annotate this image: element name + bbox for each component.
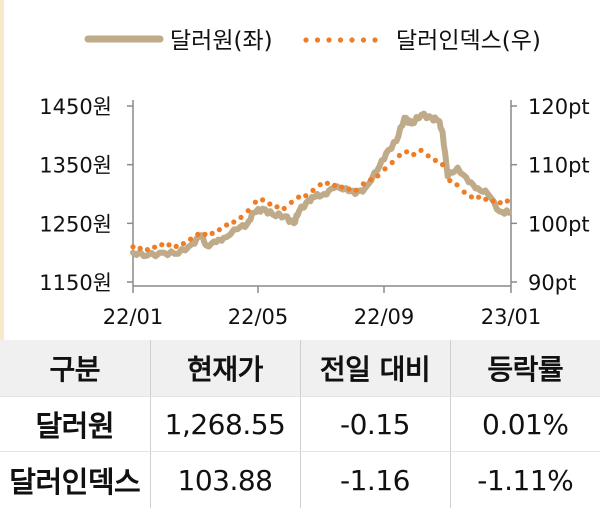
row-label: 달러원 <box>0 397 150 452</box>
legend-dot <box>338 37 343 42</box>
y-right-tick-label: 100pt <box>528 212 590 236</box>
dxy-dot <box>346 187 351 192</box>
dxy-dot <box>188 237 193 242</box>
dxy-dot <box>289 200 294 205</box>
y-left-tick-label: 1350원 <box>39 154 112 178</box>
dxy-dot <box>368 177 373 182</box>
dxy-dot <box>382 166 387 171</box>
dxy-dot <box>282 206 287 211</box>
y-left-ticks: 1450원 1350원 1250원 1150원 <box>39 95 133 295</box>
dxy-dot <box>260 197 265 202</box>
dxy-dot <box>145 247 150 252</box>
legend-dot <box>303 37 308 42</box>
header-category: 구분 <box>0 340 150 397</box>
dxy-dot <box>397 153 402 158</box>
dxy-dot <box>310 188 315 193</box>
dxy-dot <box>462 190 467 195</box>
legend-dot <box>326 37 331 42</box>
dxy-dot <box>354 188 359 193</box>
dxy-dot <box>217 227 222 232</box>
legend-dot <box>315 37 320 42</box>
y-left-tick-label: 1150원 <box>39 271 112 295</box>
y-left-tick-label: 1450원 <box>39 95 112 119</box>
series-dxy-dots <box>130 148 510 253</box>
dxy-dot <box>318 182 323 187</box>
legend-label-dxy: 달러인덱스(우) <box>396 28 541 54</box>
dxy-dot <box>152 245 157 250</box>
dxy-dot <box>339 185 344 190</box>
dxy-dot <box>138 246 143 251</box>
exchange-rate-chart: 달러원(좌) 달러인덱스(우) 1450원 1350원 1250원 1150원 120… <box>0 0 600 340</box>
dxy-dot <box>361 181 366 186</box>
dxy-dot <box>253 200 258 205</box>
dxy-dot <box>238 215 243 220</box>
y-right-ticks: 120pt 110pt 100pt 90pt <box>511 95 590 295</box>
dxy-dot <box>505 198 510 203</box>
dxy-dot <box>476 195 481 200</box>
x-ticks: 22/01 22/05 22/09 23/01 <box>103 286 542 329</box>
dxy-dot <box>246 208 251 213</box>
legend-dot <box>349 37 354 42</box>
dxy-dot <box>433 158 438 163</box>
table-row: 달러인덱스 103.88 -1.16 -1.11% <box>0 452 600 508</box>
legend-swatch-dxy <box>303 37 377 42</box>
y-right-tick-label: 90pt <box>528 271 576 295</box>
dxy-dot <box>174 244 179 249</box>
dxy-dot <box>181 241 186 246</box>
dxy-dot <box>490 199 495 204</box>
y-right-tick-label: 120pt <box>528 95 590 119</box>
dxy-dot <box>418 148 423 153</box>
header-change-rate: 등락률 <box>450 340 600 397</box>
dxy-dot <box>130 244 135 249</box>
dxy-dot <box>303 193 308 198</box>
x-tick-label: 22/05 <box>228 305 289 329</box>
dxy-dot <box>483 197 488 202</box>
current-price: 103.88 <box>150 452 300 508</box>
dxy-dot <box>411 152 416 157</box>
dxy-dot <box>404 149 409 154</box>
header-change: 전일 대비 <box>300 340 450 397</box>
legend-dot <box>361 37 366 42</box>
dxy-dot <box>267 201 272 206</box>
dxy-dot <box>426 153 431 158</box>
dxy-dot <box>325 181 330 186</box>
dxy-dot <box>440 162 445 167</box>
dxy-dot <box>447 178 452 183</box>
legend: 달러원(좌) 달러인덱스(우) <box>88 28 541 54</box>
dxy-dot <box>159 242 164 247</box>
y-right-tick-label: 110pt <box>528 154 590 178</box>
change-rate: -1.11% <box>450 452 600 508</box>
dxy-dot <box>454 182 459 187</box>
x-tick-label: 22/01 <box>103 305 164 329</box>
table-row: 달러원 1,268.55 -0.15 0.01% <box>0 397 600 452</box>
dxy-dot <box>498 200 503 205</box>
dxy-dot <box>224 222 229 227</box>
dxy-dot <box>195 232 200 237</box>
change: -1.16 <box>300 452 450 508</box>
dxy-dot <box>202 232 207 237</box>
change: -0.15 <box>300 397 450 452</box>
y-left-tick-label: 1250원 <box>39 212 112 236</box>
legend-label-usdkrw: 달러원(좌) <box>170 28 273 54</box>
x-tick-label: 23/01 <box>481 305 542 329</box>
change-rate: 0.01% <box>450 397 600 452</box>
dxy-dot <box>274 204 279 209</box>
x-tick-label: 22/09 <box>354 305 415 329</box>
dxy-dot <box>296 195 301 200</box>
dxy-dot <box>375 173 380 178</box>
row-label: 달러인덱스 <box>0 452 150 508</box>
dxy-dot <box>469 194 474 199</box>
dxy-dot <box>166 242 171 247</box>
dxy-dot <box>231 219 236 224</box>
table-header-row: 구분 현재가 전일 대비 등락률 <box>0 340 600 397</box>
dxy-dot <box>332 183 337 188</box>
dxy-dot <box>390 160 395 165</box>
header-current-price: 현재가 <box>150 340 300 397</box>
current-price: 1,268.55 <box>150 397 300 452</box>
fx-summary-table: 구분 현재가 전일 대비 등락률 달러원 1,268.55 -0.15 0.01… <box>0 340 600 508</box>
dxy-dot <box>210 231 215 236</box>
legend-dot <box>372 37 377 42</box>
